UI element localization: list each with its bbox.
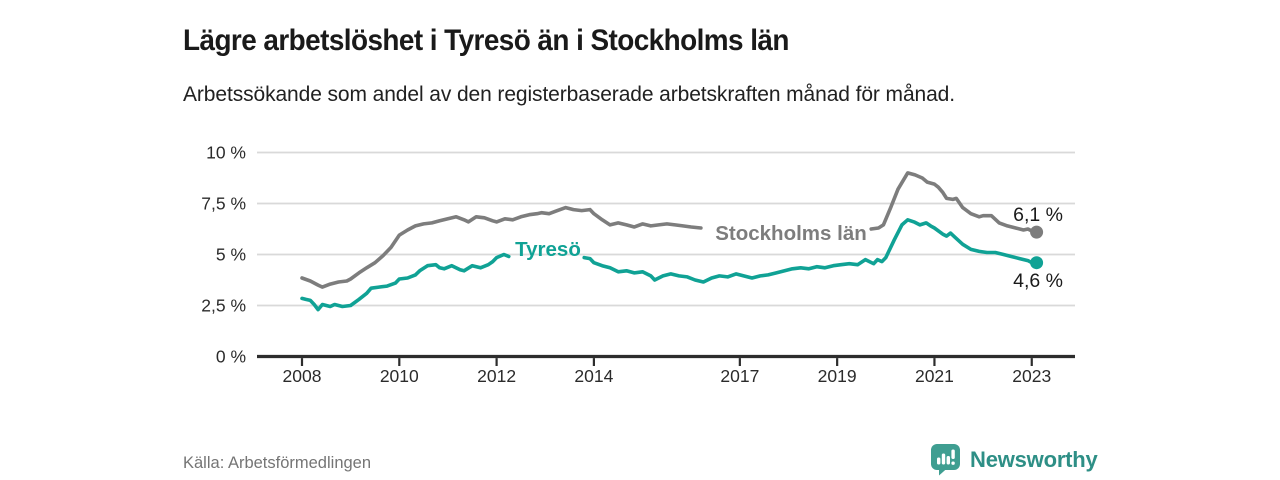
page-title: Lägre arbetslöshet i Tyresö än i Stockho… <box>183 24 789 58</box>
x-tick-label: 2023 <box>1012 366 1051 386</box>
y-tick-label: 10 % <box>206 143 246 163</box>
x-tick-label: 2021 <box>915 366 954 386</box>
series-line-stockholms-lan <box>300 205 703 289</box>
y-tick-label: 5 % <box>216 245 246 265</box>
y-tick-label: 0 % <box>216 347 246 367</box>
brand-wordmark: Newsworthy <box>970 447 1098 472</box>
x-tick-label: 2019 <box>818 366 857 386</box>
newsworthy-brand: Newsworthy <box>930 443 1098 477</box>
x-tick-label: 2012 <box>477 366 516 386</box>
x-tick-label: 2010 <box>380 366 419 386</box>
newsworthy-logo-icon <box>931 444 960 476</box>
y-tick-label: 2,5 % <box>201 296 246 316</box>
x-tick-label: 2017 <box>720 366 759 386</box>
series-line-stockholms-lan <box>869 171 1039 234</box>
y-tick-label: 7,5 % <box>201 194 246 214</box>
x-tick-label: 2014 <box>574 366 613 386</box>
series-line-tyreso <box>582 218 1039 284</box>
end-value-label-stockholms-lan: 6,1 % <box>1013 204 1063 226</box>
series-line-tyreso <box>300 252 511 312</box>
series-end-dot-stockholms-lan <box>1030 225 1044 239</box>
source-attribution: Källa: Arbetsförmedlingen <box>183 454 372 472</box>
series-end-dot-tyreso <box>1030 256 1044 270</box>
chart-subtitle: Arbetssökande som andel av den registerb… <box>183 83 955 106</box>
end-value-label-tyreso: 4,6 % <box>1013 270 1063 292</box>
series-label-tyreso: Tyresö <box>515 238 581 261</box>
x-tick-label: 2008 <box>283 366 322 386</box>
series-label-stockholms-lan: Stockholms län <box>715 222 867 245</box>
